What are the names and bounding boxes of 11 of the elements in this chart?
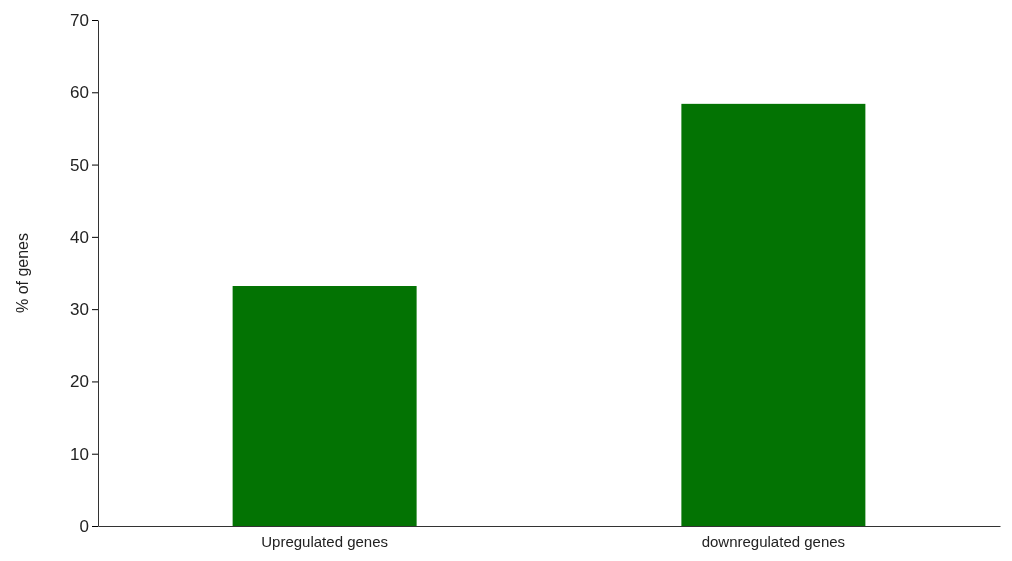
y-tick-label: 40 bbox=[70, 227, 89, 247]
y-tick-label: 10 bbox=[70, 444, 89, 464]
y-tick-label: 30 bbox=[70, 300, 89, 320]
y-tick-label: 20 bbox=[70, 372, 89, 392]
y-axis-title: % of genes bbox=[14, 232, 31, 314]
x-tick-label: downregulated genes bbox=[701, 532, 846, 550]
y-tick-label: 60 bbox=[70, 83, 89, 103]
y-tick-label: 0 bbox=[79, 516, 89, 536]
x-tick-label: Upregulated genes bbox=[261, 532, 388, 550]
y-tick-label: 70 bbox=[70, 10, 89, 30]
y-tick-label: 50 bbox=[70, 155, 89, 175]
